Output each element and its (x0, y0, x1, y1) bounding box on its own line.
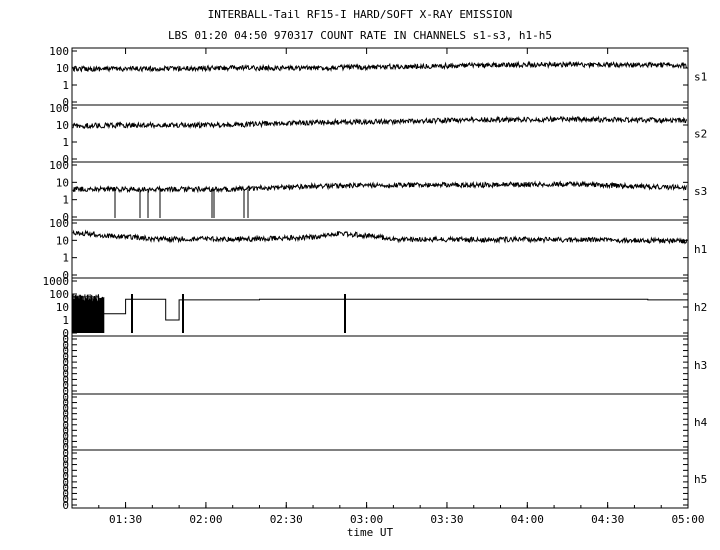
y-tick-label: 100 (49, 217, 69, 230)
trace-spike (182, 294, 184, 333)
y-tick-label: 0 (62, 96, 69, 109)
y-tick-label: 0 (62, 499, 69, 512)
chart-title: INTERBALL-Tail RF15-I HARD/SOFT X-RAY EM… (207, 8, 513, 21)
channel-label-h1: h1 (694, 243, 707, 256)
y-tick-label: 0 (62, 362, 69, 375)
y-tick-label: 0 (62, 345, 69, 358)
y-tick-label: 0 (62, 441, 69, 454)
y-tick-label: 0 (62, 459, 69, 472)
y-tick-label: 10 (56, 301, 69, 314)
chart-subtitle: LBS 01:20 04:50 970317 COUNT RATE IN CHA… (167, 29, 553, 42)
y-tick-label: 0 (62, 430, 69, 443)
y-tick-label: 1 (62, 194, 69, 207)
y-tick-label: 0 (62, 487, 69, 500)
trace-h2 (72, 296, 688, 321)
y-tick-label: 0 (62, 397, 69, 410)
y-tick-label: 1 (62, 136, 69, 149)
y-tick-label: 10 (56, 119, 69, 132)
trace-s1 (72, 60, 688, 73)
y-tick-label: 0 (62, 327, 69, 340)
channel-label-h3: h3 (694, 359, 707, 372)
y-tick-label: 0 (62, 339, 69, 352)
y-tick-label: 0 (62, 470, 69, 483)
y-tick-label: 0 (62, 391, 69, 404)
y-tick-label: 0 (62, 356, 69, 369)
y-tick-label: 0 (62, 333, 69, 346)
trace-spike (131, 294, 133, 333)
y-tick-label: 100 (49, 102, 69, 115)
y-tick-label: 0 (62, 269, 69, 282)
y-tick-label: 0 (62, 408, 69, 421)
x-tick-label: 02:00 (189, 513, 222, 526)
y-tick-label: 0 (62, 211, 69, 224)
y-tick-label: 0 (62, 453, 69, 466)
y-tick-label: 0 (62, 419, 69, 432)
y-tick-label: 0 (62, 476, 69, 489)
channel-label-h5: h5 (694, 473, 707, 486)
channel-label-s3: s3 (694, 185, 707, 198)
y-tick-label: 0 (62, 413, 69, 426)
x-tick-label: 04:30 (591, 513, 624, 526)
x-tick-label: 01:30 (109, 513, 142, 526)
y-tick-label: 0 (62, 493, 69, 506)
y-tick-label: 0 (62, 464, 69, 477)
y-tick-label: 0 (62, 379, 69, 392)
trace-s2 (72, 115, 688, 130)
y-tick-label: 0 (62, 435, 69, 448)
x-tick-label: 03:30 (430, 513, 463, 526)
trace-spike (344, 294, 346, 333)
y-tick-label: 100 (49, 288, 69, 301)
y-tick-label: 0 (62, 368, 69, 381)
x-tick-label: 05:00 (671, 513, 704, 526)
x-axis-label: time UT (347, 526, 394, 539)
y-tick-label: 0 (62, 424, 69, 437)
y-tick-label: 0 (62, 385, 69, 398)
y-tick-label: 100 (49, 45, 69, 58)
y-tick-label: 0 (62, 373, 69, 386)
y-tick-label: 0 (62, 447, 69, 460)
x-tick-label: 04:00 (511, 513, 544, 526)
y-tick-label: 10 (56, 234, 69, 247)
channel-label-s2: s2 (694, 128, 707, 141)
y-tick-label: 10 (56, 62, 69, 75)
y-tick-label: 1000 (43, 275, 70, 288)
y-tick-label: 1 (62, 252, 69, 265)
y-tick-label: 0 (62, 482, 69, 495)
trace-s3 (72, 180, 688, 194)
y-tick-label: 0 (62, 350, 69, 363)
y-tick-label: 0 (62, 153, 69, 166)
trace-h1 (72, 229, 688, 245)
x-tick-label: 02:30 (270, 513, 303, 526)
y-tick-label: 1 (62, 79, 69, 92)
channel-label-h2: h2 (694, 301, 707, 314)
y-tick-label: 100 (49, 159, 69, 172)
x-tick-label: 03:00 (350, 513, 383, 526)
channel-label-s1: s1 (694, 71, 707, 84)
y-tick-label: 0 (62, 402, 69, 415)
y-tick-label: 10 (56, 176, 69, 189)
trace-burst (71, 294, 105, 333)
y-tick-label: 1 (62, 314, 69, 327)
channel-label-h4: h4 (694, 416, 708, 429)
